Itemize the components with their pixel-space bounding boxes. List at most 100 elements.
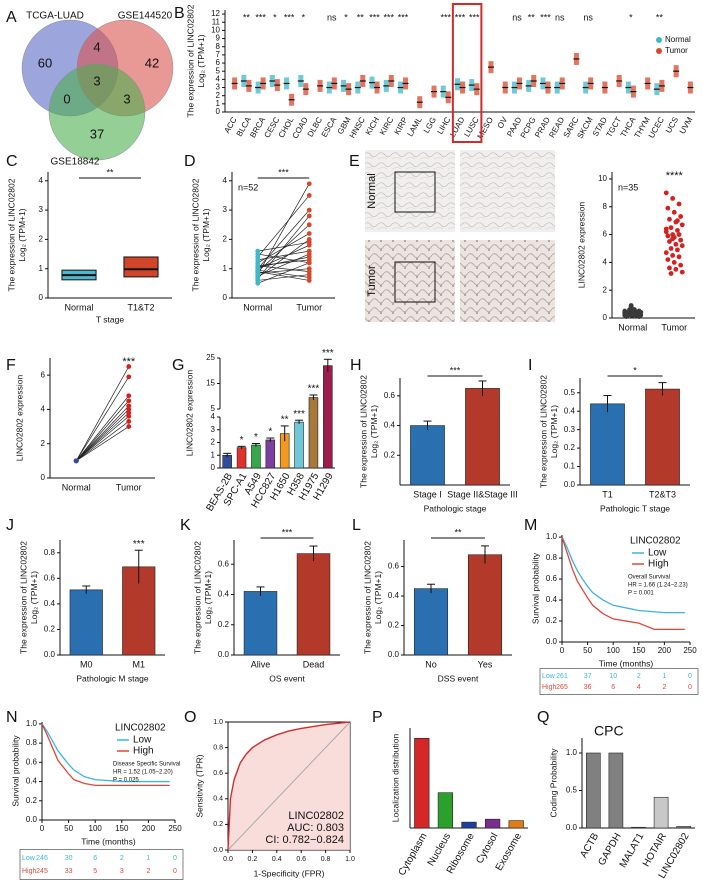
panel-label: G bbox=[172, 357, 184, 374]
risk-count: 245 bbox=[36, 868, 48, 875]
ihc-images bbox=[365, 150, 555, 322]
panel-label: F bbox=[6, 357, 16, 374]
pair-line bbox=[257, 253, 310, 264]
significance-label: * bbox=[629, 12, 633, 22]
pair-line bbox=[76, 416, 129, 462]
x-axis-label: Time (months) bbox=[81, 836, 136, 846]
point bbox=[675, 247, 680, 253]
x-tick-label: 250 bbox=[168, 824, 182, 833]
y-tick-label: 0.6 bbox=[384, 391, 396, 400]
legend-title: LINC02802 bbox=[115, 723, 166, 734]
significance-label: ** bbox=[281, 415, 289, 426]
panel-label: A bbox=[6, 9, 17, 26]
pair-line bbox=[257, 233, 310, 264]
legend-label: High bbox=[133, 746, 154, 757]
x-tick-label: M1 bbox=[132, 659, 145, 669]
x-tick-label: 250 bbox=[683, 646, 697, 655]
x-tick-label: 0.4 bbox=[272, 856, 282, 863]
point bbox=[306, 239, 312, 245]
bar bbox=[265, 439, 276, 469]
point bbox=[675, 228, 680, 233]
bar bbox=[294, 421, 304, 469]
risk-count: 33 bbox=[65, 868, 73, 875]
x-axis-label: Pathologic stage bbox=[424, 503, 487, 513]
annotation: n=52 bbox=[238, 182, 258, 192]
y-tick-label: 0.4 bbox=[213, 796, 223, 803]
y-tick-label: 3 bbox=[216, 83, 221, 92]
x-tick-label: Normal bbox=[618, 322, 647, 332]
y-tick-label: 4 bbox=[223, 176, 228, 185]
y-tick-label: 2 bbox=[216, 91, 221, 100]
y-tick-label: 0.6 bbox=[44, 573, 56, 582]
y-tick-label: 6 bbox=[216, 58, 221, 67]
significance-label: *** bbox=[440, 12, 451, 22]
y-tick-label: 0.5 bbox=[566, 786, 578, 795]
zoom-box bbox=[394, 171, 436, 213]
bar bbox=[467, 554, 503, 656]
venn-count: 4 bbox=[93, 39, 100, 54]
survival-curve bbox=[561, 536, 685, 614]
venn-set-label: GSE144520 bbox=[118, 11, 173, 22]
legend-label: Tumor bbox=[665, 46, 688, 55]
y-axis-label: Sensitivity (TPR) bbox=[194, 754, 204, 817]
risk-count: 30 bbox=[65, 855, 73, 862]
y-tick-label: 0.6 bbox=[388, 562, 400, 571]
y-axis-label: Log₂ (TPM+1) bbox=[29, 571, 39, 624]
significance-label: *** bbox=[293, 409, 305, 420]
y-tick-label: 0.0 bbox=[566, 823, 578, 832]
point bbox=[306, 231, 312, 236]
y-tick-label: 0.2 bbox=[384, 450, 396, 459]
significance-label: *** bbox=[369, 12, 380, 22]
image-label: Normal bbox=[366, 173, 378, 208]
y-tick-label: 4 bbox=[41, 405, 46, 414]
x-tick-label: 0.0 bbox=[223, 856, 233, 863]
point bbox=[663, 190, 669, 196]
pair-line bbox=[76, 421, 129, 462]
annotation: P = 0.001 bbox=[628, 591, 654, 597]
ihc-normal-high bbox=[460, 150, 555, 232]
risk-count: 246 bbox=[36, 855, 48, 862]
point bbox=[638, 312, 644, 318]
point bbox=[663, 250, 669, 256]
risk-count: 4 bbox=[637, 684, 641, 691]
y-tick-label: 2 bbox=[603, 285, 608, 294]
pair-line bbox=[257, 271, 310, 281]
y-tick-label: 0.0 bbox=[388, 650, 400, 659]
x-tick-label: 50 bbox=[64, 824, 73, 833]
risk-row-label: Low bbox=[22, 855, 36, 862]
risk-row-label: Low bbox=[542, 673, 556, 680]
y-axis-label: The expression of LINC02802 bbox=[185, 4, 195, 117]
pair-line bbox=[257, 269, 310, 278]
y-tick-label: 0.4 bbox=[44, 599, 56, 608]
pair-line bbox=[75, 376, 130, 462]
y-tick-label: 0.2 bbox=[546, 616, 558, 625]
significance-label: *** bbox=[282, 527, 293, 537]
x-tick-label: 50 bbox=[583, 646, 592, 655]
y-tick-label: 25 bbox=[206, 353, 215, 362]
panel-label: B bbox=[174, 5, 185, 22]
point bbox=[668, 225, 674, 231]
panel-label: P bbox=[372, 709, 383, 726]
y-tick-label: 0.8 bbox=[44, 548, 56, 557]
y-axis-label: The expression of LINC02802 bbox=[538, 375, 548, 488]
y-axis-label: The expression of LINC02802 bbox=[192, 541, 202, 654]
y-tick-label: 5 bbox=[211, 404, 216, 413]
pair-line bbox=[75, 405, 130, 462]
panel-label: O bbox=[184, 709, 196, 726]
y-tick-label: 0.0 bbox=[26, 815, 38, 824]
x-tick-label: 200 bbox=[658, 646, 672, 655]
survival-curve bbox=[41, 723, 170, 783]
risk-count: 0 bbox=[688, 684, 692, 691]
x-tick-label: 1.0 bbox=[345, 856, 355, 863]
significance-label: * bbox=[344, 12, 348, 22]
x-axis-label: 1-Specificity (FPR) bbox=[254, 868, 325, 878]
x-axis-label: T stage bbox=[96, 314, 124, 324]
pair-line bbox=[257, 259, 310, 267]
y-axis-label: Log₂ (TPM+1) bbox=[196, 34, 206, 87]
bar bbox=[296, 553, 331, 656]
y-tick-label: 2 bbox=[41, 439, 46, 448]
risk-count: 2 bbox=[120, 855, 124, 862]
y-tick-label: 2 bbox=[39, 235, 44, 244]
bar bbox=[414, 737, 430, 829]
point bbox=[668, 246, 674, 251]
